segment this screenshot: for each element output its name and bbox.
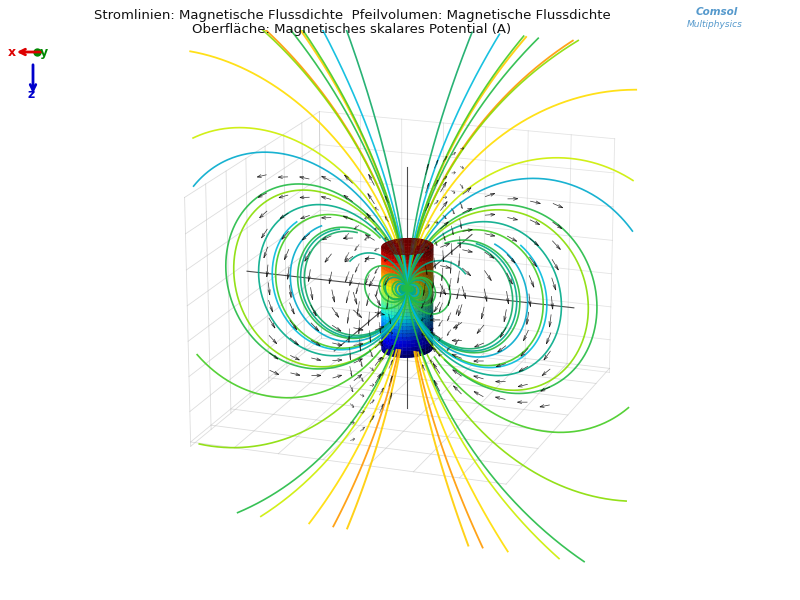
Text: Oberfläche: Magnetisches skalares Potential (A): Oberfläche: Magnetisches skalares Potent… <box>193 23 511 36</box>
Text: Comsol: Comsol <box>696 7 738 17</box>
Text: x: x <box>8 46 16 59</box>
Text: y: y <box>40 46 48 59</box>
Text: z: z <box>28 88 35 101</box>
Text: Multiphysics: Multiphysics <box>686 20 742 29</box>
Text: Stromlinien: Magnetische Flussdichte  Pfeilvolumen: Magnetische Flussdichte: Stromlinien: Magnetische Flussdichte Pfe… <box>94 9 610 22</box>
